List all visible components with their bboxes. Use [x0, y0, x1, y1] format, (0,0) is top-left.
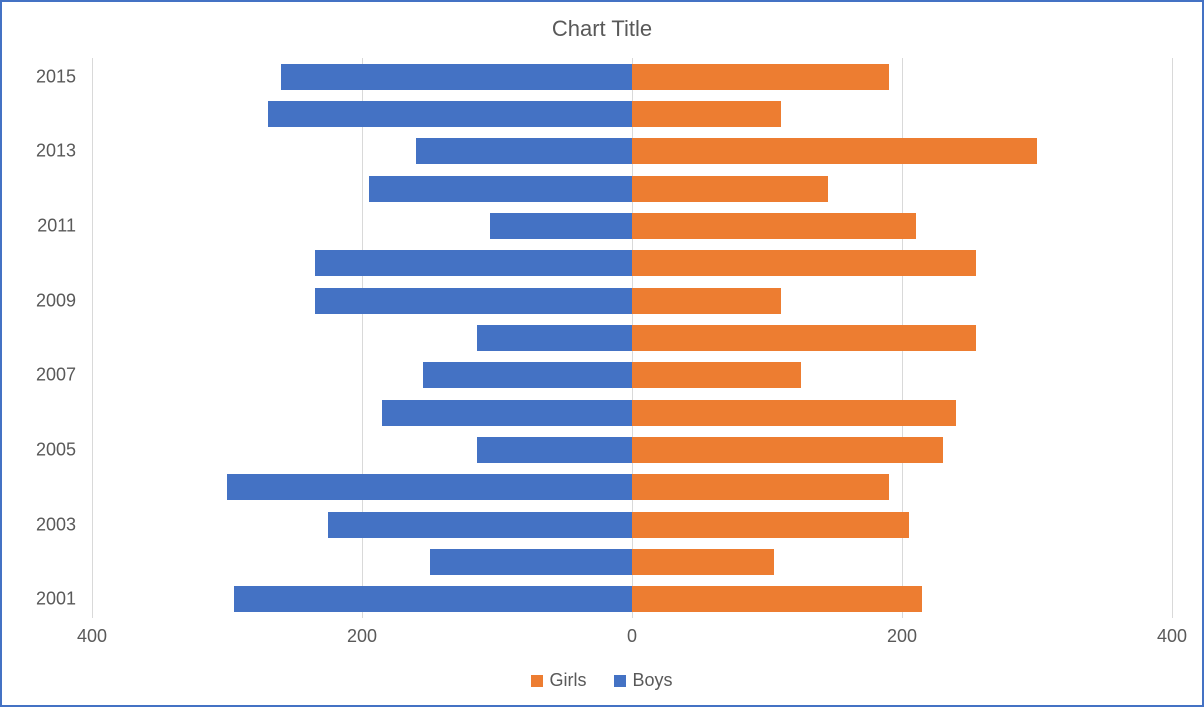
y-tick-label: 2007 — [36, 365, 76, 386]
legend-label: Boys — [632, 670, 672, 690]
bar-boys-2004 — [227, 474, 632, 500]
y-tick-label: 2009 — [36, 290, 76, 311]
bar-girls-2006 — [632, 400, 956, 426]
bar-girls-2013 — [632, 138, 1037, 164]
bar-boys-2008 — [477, 325, 632, 351]
bar-boys-2010 — [315, 250, 632, 276]
legend-item-boys: Boys — [614, 670, 672, 691]
y-tick-label: 2013 — [36, 141, 76, 162]
x-tick-label: 400 — [77, 626, 107, 647]
bar-boys-2011 — [490, 213, 632, 239]
legend-item-girls: Girls — [531, 670, 586, 691]
y-tick-label: 2003 — [36, 514, 76, 535]
bar-girls-2007 — [632, 362, 801, 388]
bar-boys-2009 — [315, 288, 632, 314]
bar-girls-2012 — [632, 176, 828, 202]
bar-boys-2001 — [234, 586, 632, 612]
bar-boys-2003 — [328, 512, 632, 538]
bar-boys-2014 — [268, 101, 633, 127]
bar-girls-2008 — [632, 325, 976, 351]
bar-girls-2009 — [632, 288, 781, 314]
bar-girls-2002 — [632, 549, 774, 575]
bar-boys-2002 — [430, 549, 633, 575]
bar-girls-2011 — [632, 213, 916, 239]
bar-girls-2014 — [632, 101, 781, 127]
chart-frame: Chart Title 4002000200400200120032005200… — [0, 0, 1204, 707]
x-tick-label: 400 — [1157, 626, 1187, 647]
x-tick-label: 200 — [347, 626, 377, 647]
legend: Girls Boys — [2, 670, 1202, 691]
bar-girls-2015 — [632, 64, 889, 90]
legend-swatch — [531, 675, 543, 687]
y-tick-label: 2001 — [36, 589, 76, 610]
bar-girls-2010 — [632, 250, 976, 276]
bar-girls-2005 — [632, 437, 943, 463]
x-gridline — [1172, 58, 1173, 618]
legend-label: Girls — [549, 670, 586, 690]
bar-girls-2001 — [632, 586, 922, 612]
y-tick-label: 2005 — [36, 440, 76, 461]
bar-boys-2007 — [423, 362, 632, 388]
x-tick-label: 200 — [887, 626, 917, 647]
plot-area: 4002000200400200120032005200720092011201… — [92, 58, 1172, 618]
bar-girls-2003 — [632, 512, 909, 538]
bar-boys-2013 — [416, 138, 632, 164]
bar-boys-2005 — [477, 437, 632, 463]
bar-girls-2004 — [632, 474, 889, 500]
bar-boys-2015 — [281, 64, 632, 90]
y-tick-label: 2015 — [36, 66, 76, 87]
bar-boys-2012 — [369, 176, 632, 202]
chart-title: Chart Title — [2, 16, 1202, 42]
x-gridline — [92, 58, 93, 618]
bar-boys-2006 — [382, 400, 632, 426]
x-tick-label: 0 — [627, 626, 637, 647]
legend-swatch — [614, 675, 626, 687]
y-tick-label: 2011 — [37, 216, 76, 237]
